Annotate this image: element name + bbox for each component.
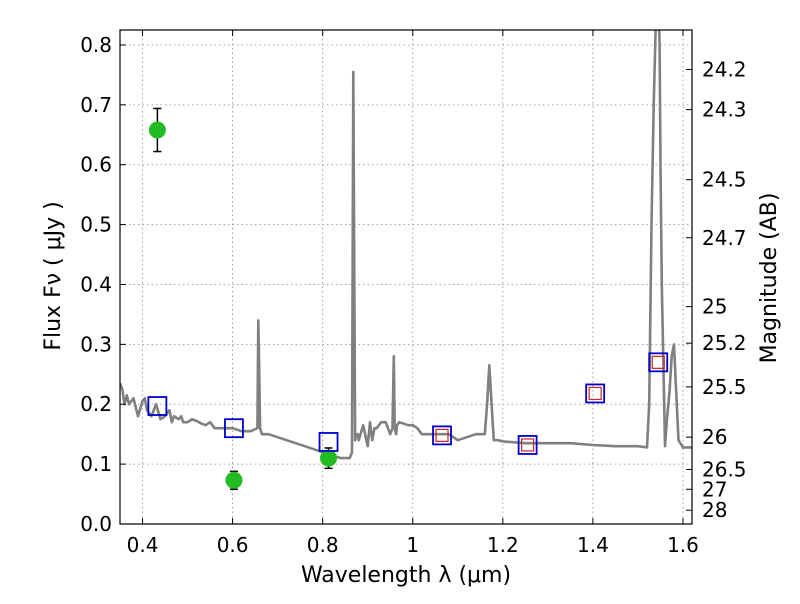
- observed-point: [320, 449, 338, 467]
- y-tick-label: 0.6: [80, 153, 112, 177]
- model-photometry-square: [517, 435, 538, 455]
- x-tick-label: 1.6: [667, 533, 699, 557]
- x-tick-label: 0.6: [217, 533, 249, 557]
- model-photometry-square: [648, 352, 669, 373]
- model-photometry-layer: [147, 352, 669, 455]
- x-axis-ticks: 0.4 0.6 0.8 1 1.2 1.4 1.6: [127, 30, 699, 557]
- model-spectrum-layer: [120, 30, 692, 460]
- y2-tick-label: 26: [702, 425, 727, 449]
- y2-tick-label: 25.5: [702, 375, 747, 399]
- x-tick-label: 1.4: [577, 533, 609, 557]
- y-axis-label: Flux Fν ( μJy ): [41, 201, 66, 350]
- model-photometry-square: [147, 396, 168, 416]
- y2-tick-label: 26.5: [702, 458, 747, 482]
- x-tick-label: 1: [406, 533, 419, 557]
- y-tick-label: 0.4: [80, 272, 112, 296]
- y-tick-label: 0.2: [80, 392, 112, 416]
- model-photometry-inner-square: [651, 355, 665, 369]
- model-photometry-inner-square: [588, 386, 602, 401]
- model-photometry-square: [224, 418, 244, 439]
- plot-frame: [119, 29, 693, 525]
- x-tick-label: 0.8: [307, 533, 339, 557]
- model-photometry-square: [432, 425, 452, 446]
- model-photometry-inner-square: [521, 438, 535, 452]
- y2-tick-label: 24.2: [702, 58, 747, 82]
- y2-tick-label: 24.3: [702, 98, 747, 122]
- x-axis-label: Wavelength λ (μm): [301, 563, 511, 588]
- x-tick-label: 1.2: [487, 533, 519, 557]
- model-photometry-square: [585, 383, 606, 404]
- y-tick-label: 0.3: [80, 332, 112, 356]
- model-spectrum-line: [120, 30, 692, 460]
- model-photometry-inner-square: [435, 428, 449, 442]
- grid: [120, 30, 692, 525]
- model-photometry-square: [318, 432, 339, 452]
- y-tick-label: 0.5: [80, 213, 112, 237]
- y-tick-label: 0.7: [80, 93, 112, 117]
- y2-tick-label: 25: [702, 295, 727, 319]
- y-tick-label: 0.8: [80, 33, 112, 57]
- observed-point: [225, 471, 243, 489]
- y-axis-ticks: 0.0 0.1 0.2 0.3 0.4 0.5 0.6 0.7 0.8: [80, 33, 126, 536]
- y2-tick-label: 25.2: [702, 331, 747, 355]
- observed-point: [148, 121, 166, 139]
- y2-axis-label: Magnitude (AB): [757, 193, 782, 364]
- y-tick-label: 0.0: [80, 512, 112, 536]
- x-tick-label: 0.4: [127, 533, 159, 557]
- y2-tick-label: 24.5: [702, 168, 747, 192]
- y2-tick-label: 28: [702, 498, 727, 522]
- y-tick-label: 0.1: [80, 452, 112, 476]
- y2-tick-label: 24.7: [702, 226, 747, 250]
- y2-tick-label: 27: [702, 477, 727, 501]
